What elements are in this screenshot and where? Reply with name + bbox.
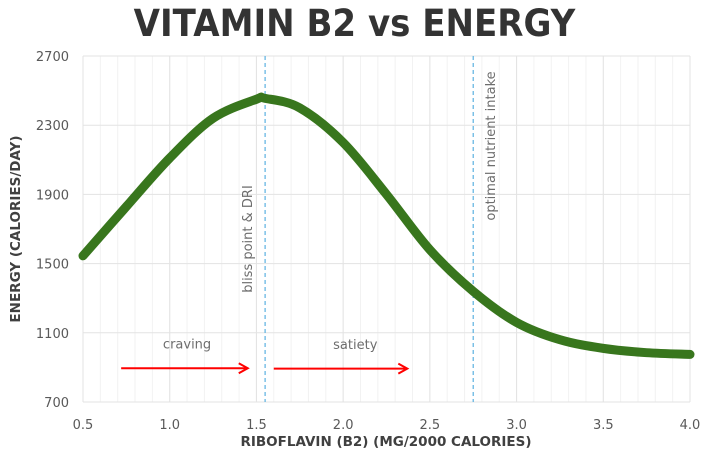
y-tick-label: 1100 xyxy=(36,327,69,342)
reference-lines: bliss point & DRI optimal nutrient intake xyxy=(241,56,499,402)
y-axis-title: ENERGY (CALORIES/DAY) xyxy=(8,135,24,322)
x-tick-label: 1.5 xyxy=(246,418,267,433)
x-axis-title: RIBOFLAVIN (B2) (MG/2000 CALORIES) xyxy=(240,434,531,450)
x-tick-label: 0.5 xyxy=(73,418,94,433)
x-tick-label: 2.5 xyxy=(420,418,441,433)
y-tick-label: 2700 xyxy=(36,50,69,65)
x-tick-label: 4.0 xyxy=(680,418,701,433)
y-tick-label: 700 xyxy=(44,396,69,411)
chart-title: VITAMIN B2 vs ENERGY xyxy=(133,2,576,45)
y-tick-label: 1900 xyxy=(36,188,69,203)
y-tick-label: 1500 xyxy=(36,258,69,273)
tick-labels: 0.5 1.0 1.5 2.0 2.5 3.0 3.5 4.0 700 1100 1500 1900 2… xyxy=(36,50,700,433)
data-series xyxy=(78,92,695,359)
annotation-arrows: craving satiety xyxy=(121,337,410,375)
reference-line-label: bliss point & DRI xyxy=(241,185,256,293)
x-tick-label: 2.0 xyxy=(333,418,354,433)
x-tick-label: 1.0 xyxy=(159,418,180,433)
arrow-head-icon xyxy=(238,362,250,375)
annotation-label: satiety xyxy=(333,338,378,353)
arrow-head-icon xyxy=(397,362,410,375)
reference-line-label: optimal nutrient intake xyxy=(484,71,499,220)
x-tick-label: 3.0 xyxy=(506,418,527,433)
annotation-label: craving xyxy=(163,337,211,352)
series-line-energy xyxy=(78,92,695,359)
x-tick-label: 3.5 xyxy=(593,418,614,433)
y-tick-label: 2300 xyxy=(36,119,69,134)
